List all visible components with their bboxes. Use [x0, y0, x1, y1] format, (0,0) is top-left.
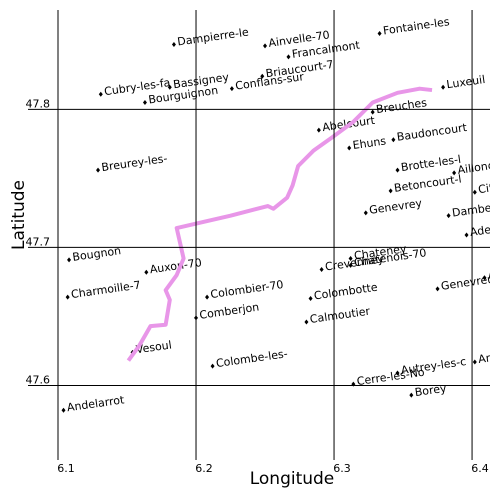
town-marker [391, 137, 396, 143]
town-marker [319, 267, 324, 273]
town-marker [260, 73, 265, 79]
town-label: Adela [469, 222, 500, 239]
town-marker [347, 145, 352, 151]
town-label: Comberjon [199, 301, 260, 322]
town-label: Dampierre-le [177, 26, 250, 49]
town-marker [263, 43, 268, 49]
town-marker [348, 255, 353, 261]
town-marker [409, 392, 414, 398]
y-tick-label: 47.6 [26, 373, 51, 386]
town-marker [142, 99, 147, 105]
town-label: Breurey-les- [101, 152, 169, 174]
town-label: A [487, 268, 497, 282]
town-label: Brotte-les-l [400, 153, 462, 174]
town-label: Colombotte [313, 281, 378, 303]
town-marker [144, 269, 149, 275]
town-label: Autrey-les-c [400, 355, 467, 377]
town-label: Borey [414, 382, 448, 399]
town-marker [210, 363, 215, 369]
town-marker [472, 189, 477, 195]
town-label: Calmoutier [309, 305, 371, 326]
y-axis-label: Latitude [9, 180, 29, 250]
town-marker [377, 30, 382, 36]
y-tick-label: 47.8 [26, 97, 51, 110]
town-marker [308, 295, 313, 301]
town-label: Luxeuil [446, 73, 486, 91]
town-marker [67, 257, 72, 263]
x-tick-label: 6.1 [57, 462, 75, 475]
plot-area: Dampierre-le Ainvelle-70FrancalmontFontai… [61, 15, 500, 414]
town-label: Arpe [477, 349, 500, 365]
town-marker [435, 286, 440, 292]
town-label: Ailloncour [457, 156, 500, 177]
town-marker [441, 84, 446, 90]
town-label: Andelarrot [66, 393, 126, 414]
town-marker [388, 188, 393, 194]
town-marker [61, 407, 66, 413]
town-label: Charmoille-7 [70, 278, 141, 301]
town-marker [171, 42, 176, 48]
town-label: Ehuns [352, 134, 387, 152]
x-tick-label: 6.4 [471, 462, 489, 475]
town-marker [286, 54, 291, 60]
x-tick-label: 6.2 [195, 462, 213, 475]
x-tick-label: 6.3 [333, 462, 351, 475]
town-marker [304, 319, 309, 325]
town-label: Cite [477, 180, 500, 196]
town-marker [482, 275, 487, 281]
town-label: Genevrey [368, 197, 423, 217]
town-label: Genevreu [440, 272, 495, 292]
town-marker [363, 210, 368, 216]
town-label: Betoncourt-l [393, 172, 462, 194]
town-marker [98, 91, 103, 97]
town-label: Dambenoi [451, 199, 500, 220]
town-marker [472, 359, 477, 365]
town-marker [464, 232, 469, 238]
town-marker [229, 86, 234, 92]
town-marker [370, 109, 375, 115]
town-marker [96, 167, 101, 173]
town-marker [65, 294, 70, 300]
town-label: Colombe-les- [215, 347, 288, 370]
town-label: Colombier-70 [210, 278, 285, 301]
route-line [126, 86, 433, 362]
town-marker [167, 84, 172, 90]
town-label: Baudoncourt [396, 121, 468, 144]
town-label: Fontaine-les [382, 15, 450, 37]
town-marker [446, 213, 451, 219]
x-axis-label: Longitude [250, 469, 335, 489]
town-marker [316, 127, 321, 133]
town-marker [205, 294, 210, 300]
town-marker [395, 167, 400, 173]
town-marker [452, 170, 457, 176]
town-marker [395, 370, 400, 376]
town-label: Vesoul [135, 338, 172, 356]
town-marker [348, 262, 353, 268]
y-tick-label: 47.7 [26, 235, 51, 248]
